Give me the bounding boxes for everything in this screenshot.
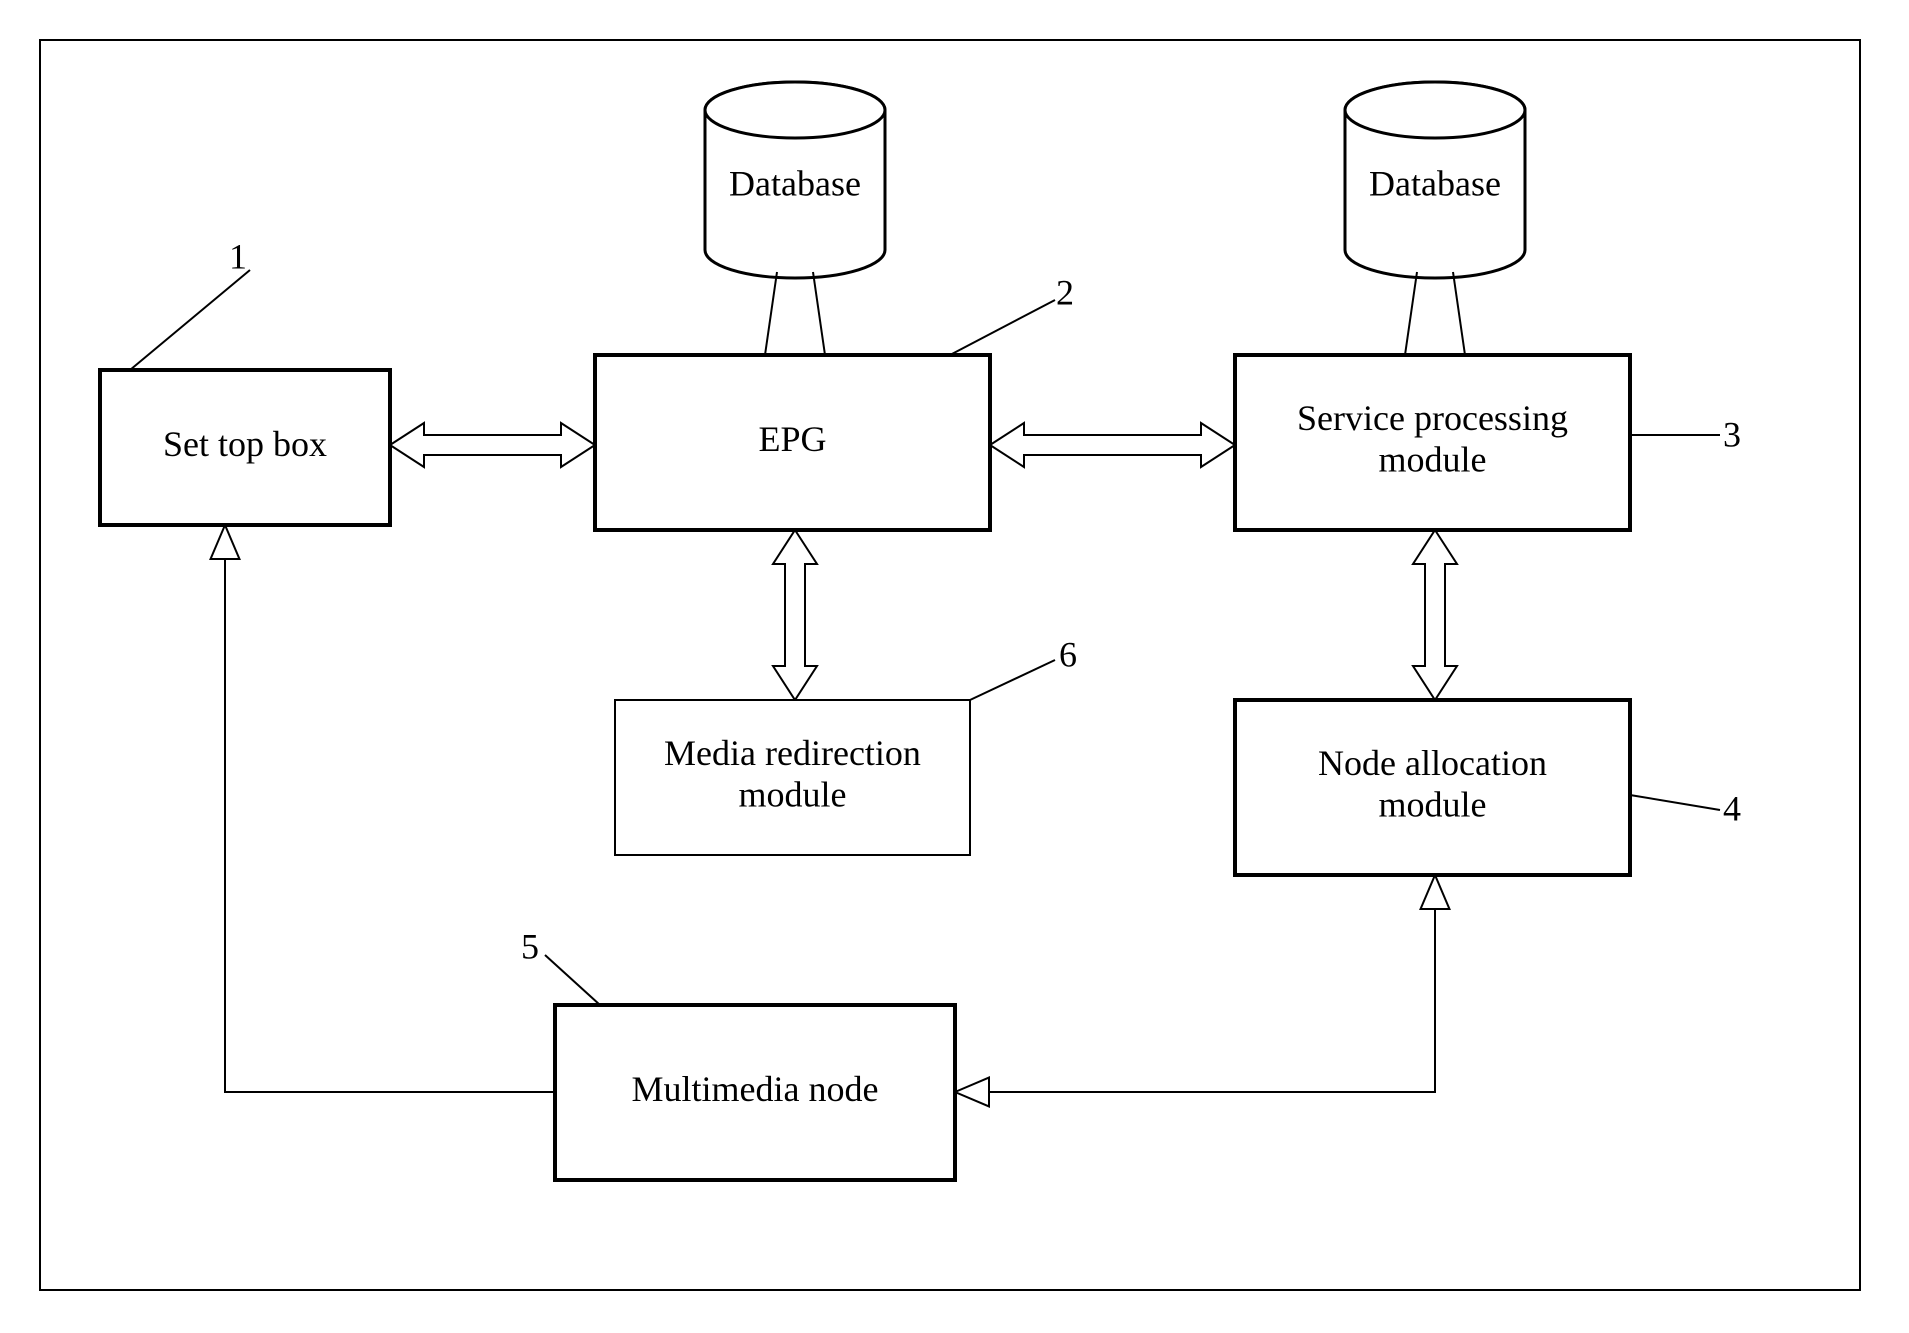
- node-svc-label: module: [1379, 439, 1487, 479]
- node-stb-number: 1: [229, 236, 247, 276]
- node-mredir-label: module: [739, 774, 847, 814]
- node-mredir-number: 6: [1059, 634, 1077, 674]
- cylinder-db2-label: Database: [1369, 163, 1501, 203]
- connector-mmnode-stb: [225, 559, 555, 1092]
- diagram-canvas: Set top box1EPG2Service processingmodule…: [0, 0, 1909, 1333]
- arrow-epg-svc: [990, 423, 1235, 467]
- node-stb-label: Set top box: [163, 424, 327, 464]
- node-nodealloc-number: 4: [1723, 788, 1741, 828]
- arrow-epg-mredir: [773, 530, 817, 700]
- node-svc-label: Service processing: [1297, 398, 1568, 438]
- node-svc-number: 3: [1723, 414, 1741, 454]
- arrow-stb-epg: [390, 423, 595, 467]
- node-mmnode-label: Multimedia node: [632, 1069, 879, 1109]
- node-nodealloc-label: module: [1379, 784, 1487, 824]
- arrow-svc-nodealloc: [1413, 530, 1457, 700]
- node-epg-label: EPG: [758, 419, 826, 459]
- node-mmnode-number: 5: [521, 926, 539, 966]
- node-epg-number: 2: [1056, 272, 1074, 312]
- node-nodealloc-label: Node allocation: [1318, 743, 1547, 783]
- connector-nodealloc-mmnode: [989, 909, 1435, 1092]
- cylinder-db1-label: Database: [729, 163, 861, 203]
- node-mredir-label: Media redirection: [664, 733, 921, 773]
